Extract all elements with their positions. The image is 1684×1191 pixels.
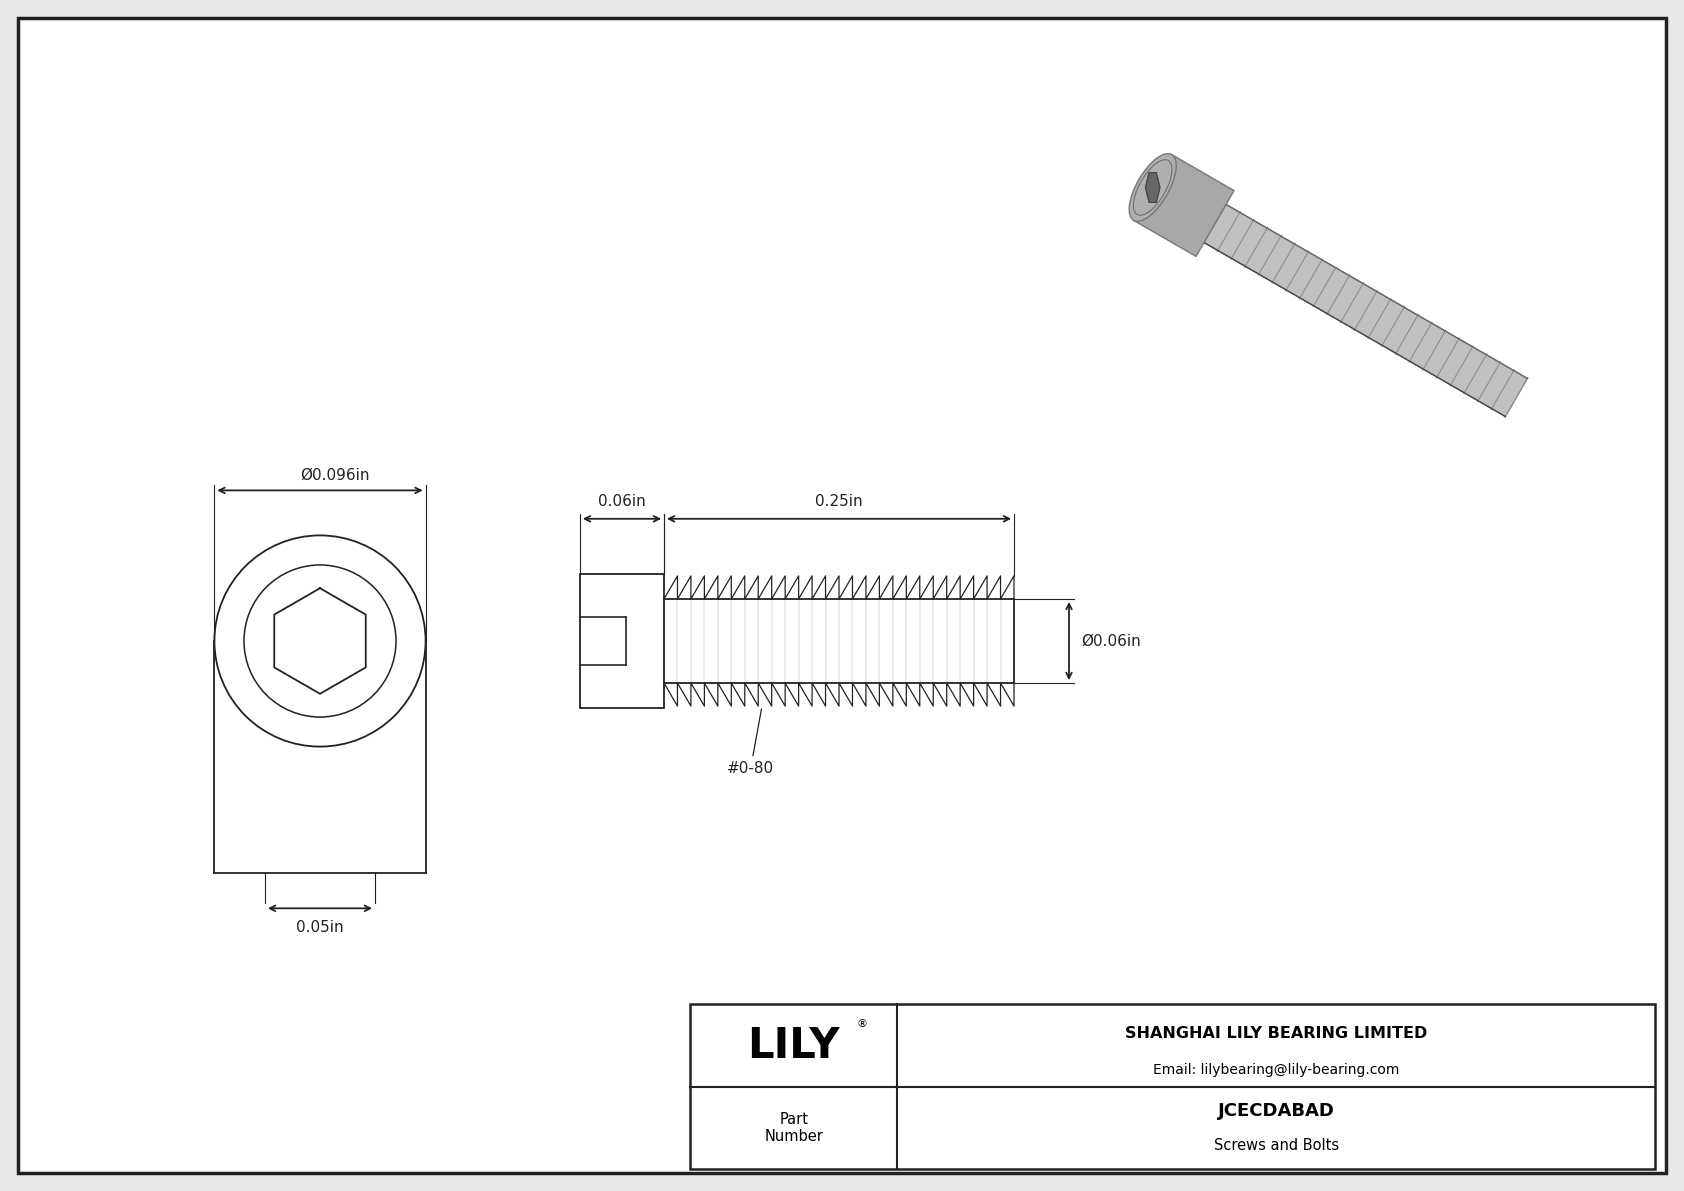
- Polygon shape: [1133, 155, 1234, 256]
- Text: 0.05in: 0.05in: [296, 921, 344, 935]
- Polygon shape: [1204, 205, 1527, 417]
- Text: Ø0.096in: Ø0.096in: [300, 467, 370, 482]
- Polygon shape: [1145, 173, 1160, 202]
- Text: ®: ®: [857, 1018, 867, 1029]
- Text: LILY: LILY: [748, 1025, 840, 1067]
- Text: 0.06in: 0.06in: [598, 494, 647, 509]
- Text: Part
Number: Part Number: [765, 1111, 823, 1143]
- Ellipse shape: [1130, 154, 1175, 222]
- Bar: [690, 1004, 1655, 1170]
- Text: Email: lilybearing@lily-bearing.com: Email: lilybearing@lily-bearing.com: [1154, 1064, 1399, 1077]
- Text: Screws and Bolts: Screws and Bolts: [1214, 1139, 1339, 1153]
- Text: 0.25in: 0.25in: [815, 494, 862, 509]
- Text: SHANGHAI LILY BEARING LIMITED: SHANGHAI LILY BEARING LIMITED: [1125, 1027, 1428, 1041]
- Text: JCECDABAD: JCECDABAD: [1218, 1102, 1335, 1121]
- Text: Ø0.06in: Ø0.06in: [1081, 634, 1140, 649]
- Bar: [579, 574, 663, 709]
- Text: #0-80: #0-80: [727, 709, 775, 777]
